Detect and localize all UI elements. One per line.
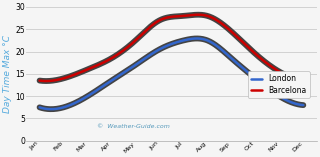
London xyxy=(301,104,305,106)
Legend: London, Barcelona: London, Barcelona xyxy=(248,71,310,98)
Barcelona xyxy=(301,80,305,81)
London xyxy=(231,58,235,60)
Barcelona xyxy=(143,31,147,33)
London xyxy=(124,70,128,72)
Barcelona xyxy=(124,47,128,49)
Line: Barcelona: Barcelona xyxy=(40,15,303,81)
Barcelona xyxy=(231,32,235,34)
London xyxy=(70,103,74,105)
Y-axis label: Day Time Max °C: Day Time Max °C xyxy=(4,35,12,113)
London xyxy=(38,106,42,108)
Barcelona xyxy=(196,14,200,16)
Barcelona xyxy=(38,80,42,81)
London xyxy=(49,108,53,110)
Line: London: London xyxy=(40,38,303,109)
London xyxy=(229,57,233,59)
London xyxy=(205,39,209,41)
London xyxy=(195,38,199,39)
London xyxy=(143,58,147,60)
Barcelona xyxy=(44,80,48,82)
Barcelona xyxy=(205,15,209,17)
Barcelona xyxy=(70,75,74,77)
Barcelona xyxy=(229,30,233,32)
Text: ©  Weather-Guide.com: © Weather-Guide.com xyxy=(97,124,170,129)
